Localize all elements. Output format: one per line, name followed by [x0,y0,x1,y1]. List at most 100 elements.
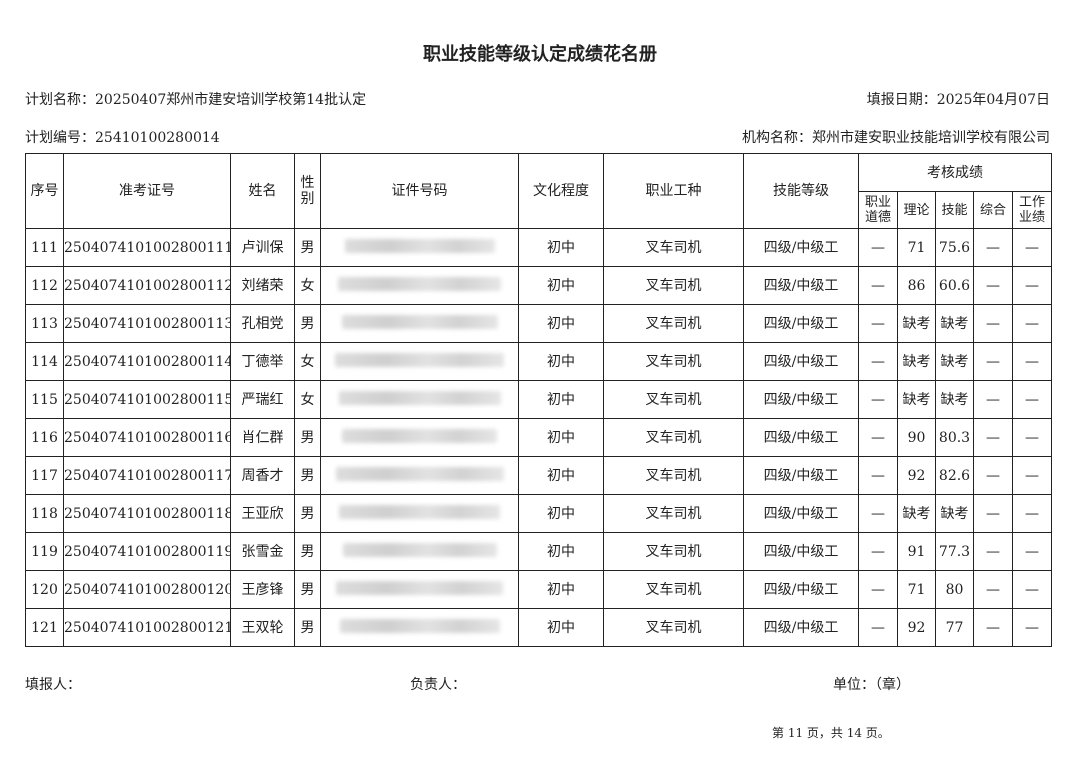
cell-seq: 120 [25,570,64,609]
cell-name: 王双轮 [230,608,295,647]
filler-label: 填报人： [25,677,81,693]
page-title: 职业技能等级认定成绩花名册 [423,44,657,65]
table-row: 111 2504074101002800111 卢训保男初中 叉车司机 四级/中级工 —7… [25,228,1053,267]
cell-gender: 男 [294,228,321,267]
header-level: 技能等级 [743,153,859,229]
cell-ethics: — [858,418,898,457]
cell-occupation: 叉车司机 [603,228,744,267]
cell-name: 丁德举 [230,342,295,381]
cell-name: 周香才 [230,456,295,495]
cell-exam-no: 2504074101002800111 [63,228,231,267]
cell-name: 卢训保 [230,228,295,267]
cell-gender: 男 [294,608,321,647]
cell-occupation: 叉车司机 [603,418,744,457]
redacted-id-block [336,580,503,595]
cell-skill: 80 [935,570,974,609]
header-gender: 性别 [294,153,321,229]
cell-seq: 114 [25,342,64,381]
cell-seq: 117 [25,456,64,495]
cell-level: 四级/中级工 [743,494,859,533]
cell-gender: 男 [294,456,321,495]
cell-exam-no: 2504074101002800116 [63,418,231,457]
cell-name: 孔相党 [230,304,295,343]
cell-exam-no: 2504074101002800118 [63,494,231,533]
cell-overall: — [973,456,1013,495]
cell-gender: 男 [294,494,321,533]
cell-name: 严瑞红 [230,380,295,419]
cell-level: 四级/中级工 [743,342,859,381]
cell-occupation: 叉车司机 [603,380,744,419]
table-body: 111 2504074101002800111 卢训保男初中 叉车司机 四级/中级工 —7… [25,228,1053,647]
redacted-id-block [335,466,504,481]
redacted-id-block [342,428,497,443]
cell-skill: 77.3 [935,532,974,571]
responsible-label: 负责人： [410,677,466,693]
table-row: 113 2504074101002800113 孔相党男初中 叉车司机 四级/中级工 — 缺… [25,304,1053,343]
cell-theory: 71 [897,570,936,609]
cell-theory: 缺考 [897,342,936,381]
cell-skill: 80.3 [935,418,974,457]
cell-skill: 82.6 [935,456,974,495]
score-table: 序号 准考证号 姓名 性别 证件号码 文化程度 职业工种 技能等级 考核成绩 职… [25,153,1053,647]
cell-ethics: — [858,304,898,343]
cell-name: 王彦锋 [230,570,295,609]
redacted-id-block [344,238,495,253]
cell-theory: 90 [897,418,936,457]
cell-id-no [320,342,519,381]
cell-id-no [320,532,519,571]
cell-skill: 60.6 [935,266,974,305]
cell-overall: — [973,532,1013,571]
cell-theory: 缺考 [897,494,936,533]
cell-skill: 77 [935,608,974,647]
header-ethics: 职业道德 [858,191,898,229]
header-overall: 综合 [973,191,1013,229]
cell-theory: 92 [897,608,936,647]
cell-level: 四级/中级工 [743,304,859,343]
cell-exam-no: 2504074101002800114 [63,342,231,381]
header-occupation: 职业工种 [603,153,744,229]
cell-name: 肖仁群 [230,418,295,457]
cell-gender: 男 [294,304,321,343]
cell-level: 四级/中级工 [743,228,859,267]
cell-skill: 缺考 [935,342,974,381]
table-row: 119 2504074101002800119 张雪金男初中 叉车司机 四级/中级工 —9… [25,532,1053,571]
cell-performance: — [1011,380,1053,419]
cell-id-no [320,608,519,647]
cell-theory: 71 [897,228,936,267]
cell-seq: 113 [25,304,64,343]
cell-exam-no: 2504074101002800112 [63,266,231,305]
cell-level: 四级/中级工 [743,380,859,419]
cell-level: 四级/中级工 [743,608,859,647]
cell-level: 四级/中级工 [743,418,859,457]
header-exam-no: 准考证号 [63,153,231,229]
cell-occupation: 叉车司机 [603,608,744,647]
cell-occupation: 叉车司机 [603,532,744,571]
org-name: 机构名称：郑州市建安职业技能培训学校有限公司 [742,130,1050,146]
table-row: 116 2504074101002800116 肖仁群男初中 叉车司机 四级/中级工 —9… [25,418,1053,457]
cell-skill: 缺考 [935,380,974,419]
page-indicator: 第 11 页，共 14 页。 [772,726,890,740]
cell-exam-no: 2504074101002800119 [63,532,231,571]
cell-education: 初中 [518,380,604,419]
cell-ethics: — [858,570,898,609]
cell-education: 初中 [518,456,604,495]
cell-gender: 男 [294,418,321,457]
header-performance: 工作业绩 [1011,191,1053,229]
cell-id-no [320,456,519,495]
cell-id-no [320,304,519,343]
cell-overall: — [973,342,1013,381]
cell-exam-no: 2504074101002800115 [63,380,231,419]
cell-seq: 121 [25,608,64,647]
header-education: 文化程度 [518,153,604,229]
cell-exam-no: 2504074101002800113 [63,304,231,343]
table-row: 115 2504074101002800115 严瑞红女初中 叉车司机 四级/中级工 — 缺… [25,380,1053,419]
cell-theory: 86 [897,266,936,305]
header-id-no: 证件号码 [320,153,519,229]
cell-name: 刘绪荣 [230,266,295,305]
cell-occupation: 叉车司机 [603,570,744,609]
cell-ethics: — [858,494,898,533]
cell-name: 王亚欣 [230,494,295,533]
cell-performance: — [1011,266,1053,305]
redacted-id-block [339,618,500,633]
cell-performance: — [1011,304,1053,343]
